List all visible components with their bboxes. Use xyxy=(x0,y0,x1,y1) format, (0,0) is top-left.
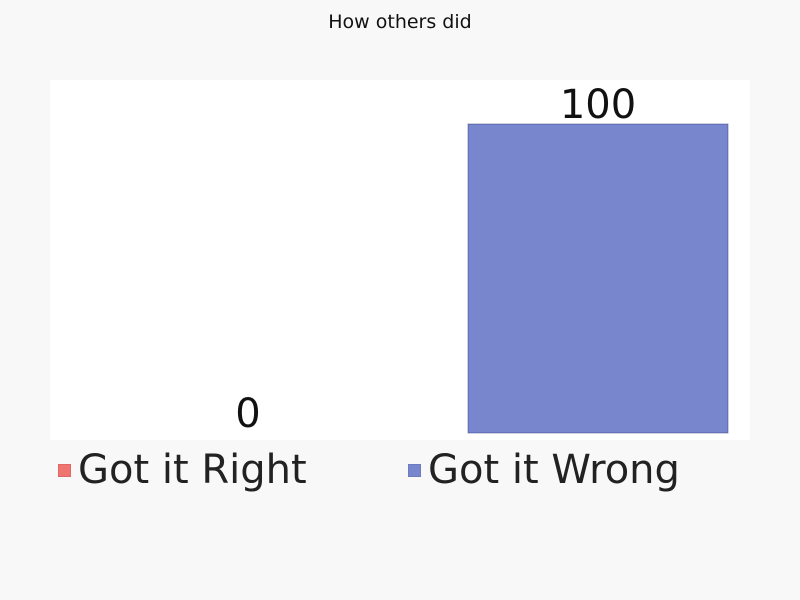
plot-area: 0 100 xyxy=(50,80,750,440)
legend-item-got-it-right: Got it Right xyxy=(58,444,307,496)
bar-plot: 0 100 xyxy=(235,82,729,437)
legend-label-got-it-right: Got it Right xyxy=(78,447,307,493)
legend-swatch-got-it-right xyxy=(58,463,71,477)
chart-title: How others did xyxy=(328,11,472,33)
data-label-got-it-right: 0 xyxy=(235,391,260,437)
legend: Got it Right Got it Wrong xyxy=(58,444,758,496)
legend-item-got-it-wrong: Got it Wrong xyxy=(408,444,680,496)
bar-got-it-wrong xyxy=(467,123,729,434)
data-label-got-it-wrong: 100 xyxy=(560,82,636,128)
legend-swatch-got-it-wrong xyxy=(408,463,421,477)
legend-label-got-it-wrong: Got it Wrong xyxy=(428,447,680,493)
